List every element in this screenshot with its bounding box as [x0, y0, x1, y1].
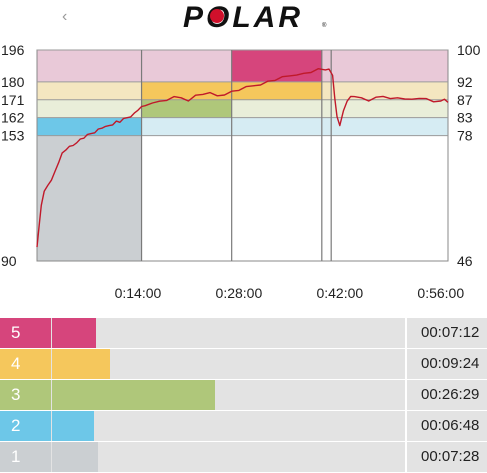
right-tick-label: 100: [457, 42, 481, 58]
zone-number: 3: [0, 380, 51, 410]
zone-time: 00:07:12: [405, 318, 487, 348]
x-tick-label: 0:56:00: [417, 285, 464, 301]
zone-highlight-2: [37, 117, 142, 136]
zone-highlight-4: [141, 81, 232, 100]
zone-highlight-3: [141, 99, 232, 118]
heart-rate-chart: 196 180 171 162 153 90 100 92 87 83 78 46 0:14:00 0:2…: [1, 42, 481, 301]
zone-number: 2: [0, 411, 51, 441]
zone-row-2[interactable]: 2 00:06:48: [0, 411, 487, 441]
heart-rate-line: [36, 68, 449, 248]
zone-row-1[interactable]: 1 00:07:28: [0, 442, 487, 472]
logo-dot-icon: [210, 9, 224, 23]
zone-time-bar: [52, 411, 94, 441]
svg-text:POLAR: POLAR: [183, 1, 303, 34]
polar-logo: POLAR ®: [183, 1, 327, 34]
left-tick-label: 180: [1, 74, 25, 90]
zone-row-4[interactable]: 4 00:09:24: [0, 349, 487, 379]
zone-number: 4: [0, 349, 51, 379]
right-tick-label: 78: [457, 128, 473, 144]
right-tick-label: 87: [457, 92, 473, 108]
right-tick-label: 83: [457, 110, 473, 126]
zone-highlight-4: [231, 81, 322, 100]
zone-number: 1: [0, 442, 51, 472]
zone-time: 00:07:28: [405, 442, 487, 472]
zone-time-bar: [52, 349, 110, 379]
zone-time: 00:06:48: [405, 411, 487, 441]
zone-number: 5: [0, 318, 51, 348]
right-tick-label: 92: [457, 74, 473, 90]
app-header: ‹ POLAR ®: [0, 0, 487, 36]
left-tick-label: 171: [1, 92, 25, 108]
zone-highlight-5: [231, 50, 322, 82]
zone-highlight-1: [37, 135, 142, 261]
zone-time-bar: [52, 318, 96, 348]
zone-time: 00:26:29: [405, 380, 487, 410]
x-tick-label: 0:28:00: [216, 285, 263, 301]
x-tick-label: 0:14:00: [115, 285, 162, 301]
left-tick-label: 196: [1, 42, 25, 58]
zone-row-3[interactable]: 3 00:26:29: [0, 380, 487, 410]
zone-time-bar: [52, 380, 215, 410]
zone-row-5[interactable]: 5 00:07:12: [0, 318, 487, 348]
zone-band-3: [37, 99, 448, 118]
zone-time: 00:09:24: [405, 349, 487, 379]
zone-summary: 5 00:07:12 4 00:09:24 3 00:26:29 2 00:06:48 1 00:…: [0, 318, 487, 473]
chevron-left-icon[interactable]: ‹: [62, 8, 68, 25]
x-tick-label: 0:42:00: [316, 285, 363, 301]
left-tick-label: 90: [1, 253, 17, 269]
right-tick-label: 46: [457, 253, 473, 269]
left-tick-label: 162: [1, 110, 25, 126]
zone-time-bar: [52, 442, 98, 472]
svg-text:®: ®: [322, 22, 327, 29]
left-tick-label: 153: [1, 128, 25, 144]
